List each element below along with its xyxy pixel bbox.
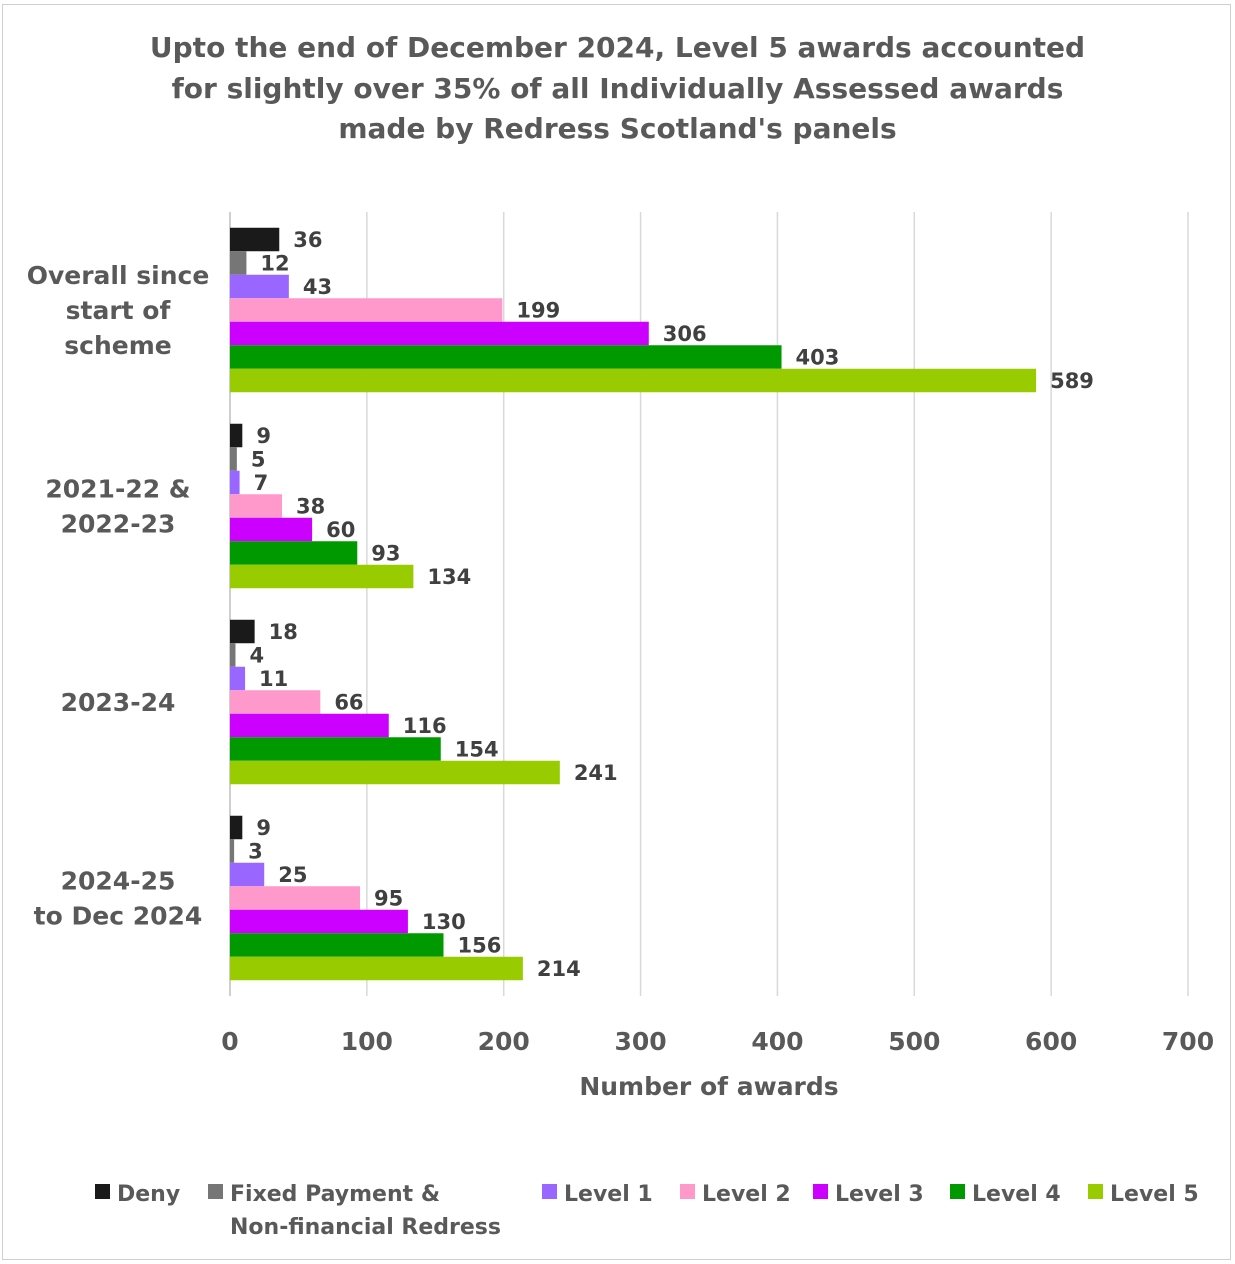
x-tick-label: 400 [751, 1027, 803, 1056]
chart-title-line: Upto the end of December 2024, Level 5 a… [149, 31, 1086, 64]
data-label: 66 [334, 691, 363, 715]
bar [230, 737, 441, 761]
bar [230, 470, 240, 495]
x-tick-label: 300 [614, 1027, 666, 1056]
legend-label: Level 5 [1110, 1182, 1199, 1207]
data-label: 156 [457, 934, 501, 958]
legend-label: Non-financial Redress [230, 1215, 501, 1240]
data-label: 130 [422, 910, 466, 934]
bar [230, 447, 237, 471]
x-tick-labels: 0 100 200 300 400 500 600 700 [221, 1027, 1214, 1056]
x-tick-label: 700 [1162, 1027, 1214, 1056]
data-label: 11 [259, 667, 288, 691]
bar [230, 321, 649, 346]
data-label: 589 [1050, 369, 1094, 393]
data-label: 214 [537, 957, 581, 981]
data-label: 7 [254, 471, 269, 495]
legend-label: Level 4 [972, 1182, 1061, 1207]
category-label: start of [66, 296, 172, 325]
data-label: 12 [260, 252, 289, 276]
data-label: 4 [249, 644, 264, 668]
legend-label: Level 1 [564, 1182, 653, 1207]
data-label: 199 [516, 299, 560, 323]
bar [230, 909, 408, 934]
bar [230, 227, 280, 252]
data-label: 9 [256, 816, 271, 840]
data-label: 43 [303, 275, 332, 299]
bar [230, 933, 444, 957]
bar [230, 423, 243, 448]
bar [230, 643, 236, 667]
x-tick-label: 0 [221, 1027, 238, 1056]
chart-title-line: for slightly over 35% of all Individuall… [171, 71, 1064, 105]
data-label: 3 [248, 840, 263, 864]
chart-frame [2, 4, 1231, 1260]
data-label: 5 [251, 448, 266, 472]
bars [230, 227, 1037, 981]
chart-title: Upto the end of December 2024, Level 5 a… [0, 28, 1235, 150]
bar [230, 368, 1037, 393]
x-tick-label: 500 [888, 1027, 940, 1056]
data-label: 306 [663, 322, 707, 346]
legend-label: Level 2 [702, 1182, 791, 1207]
bar [230, 274, 289, 299]
bar [230, 345, 782, 369]
chart-title-line: made by Redress Scotland's panels [338, 112, 897, 145]
legend-swatch [950, 1184, 965, 1199]
data-label: 25 [278, 863, 307, 887]
category-label: 2024-25 [61, 867, 176, 896]
legend-label: Fixed Payment & [230, 1182, 440, 1207]
x-tick-label: 600 [1025, 1027, 1077, 1056]
category-label: scheme [64, 331, 171, 360]
legend-swatch [208, 1184, 223, 1199]
bar [230, 541, 358, 565]
legend-swatch [95, 1184, 110, 1199]
bar [230, 564, 414, 589]
category-label: 2021-22 & [45, 475, 190, 504]
category-label: 2023-24 [61, 688, 176, 717]
bar [230, 494, 283, 518]
category-label: Overall since [27, 261, 210, 290]
data-label: 403 [796, 346, 840, 370]
bar [230, 666, 246, 691]
bar [230, 619, 255, 644]
legend: Deny Fixed Payment & Non-financial Redress… [95, 1182, 1199, 1240]
data-labels: 3612431993064035899573860931341841166116… [248, 228, 1094, 981]
data-label: 38 [296, 495, 325, 519]
legend-swatch [680, 1184, 695, 1199]
x-tick-label: 200 [478, 1027, 530, 1056]
category-label: to Dec 2024 [34, 902, 203, 931]
bar [230, 517, 313, 542]
data-label: 60 [326, 518, 355, 542]
data-label: 36 [293, 228, 322, 252]
data-label: 93 [371, 542, 400, 566]
bar [230, 251, 247, 275]
data-label: 9 [256, 424, 271, 448]
data-label: 95 [374, 887, 403, 911]
bar [230, 713, 389, 738]
bar [230, 690, 321, 714]
category-labels: Overall since start of scheme 2021-22 & 2022… [27, 261, 210, 931]
legend-label: Deny [117, 1182, 180, 1207]
bar [230, 298, 503, 322]
legend-swatch [542, 1184, 557, 1199]
data-label: 116 [403, 714, 447, 738]
bar [230, 815, 243, 840]
legend-swatch [813, 1184, 828, 1199]
x-axis-title: Number of awards [579, 1072, 838, 1101]
bar [230, 956, 523, 981]
category-label: 2022-23 [61, 510, 176, 539]
bar [230, 862, 265, 887]
data-label: 18 [269, 620, 298, 644]
data-label: 241 [574, 761, 618, 785]
bar [230, 760, 560, 785]
legend-swatch [1088, 1184, 1103, 1199]
bar [230, 839, 235, 863]
data-label: 134 [427, 565, 471, 589]
legend-label: Level 3 [835, 1182, 924, 1207]
bar [230, 886, 361, 910]
x-tick-label: 100 [341, 1027, 393, 1056]
data-label: 154 [455, 738, 499, 762]
